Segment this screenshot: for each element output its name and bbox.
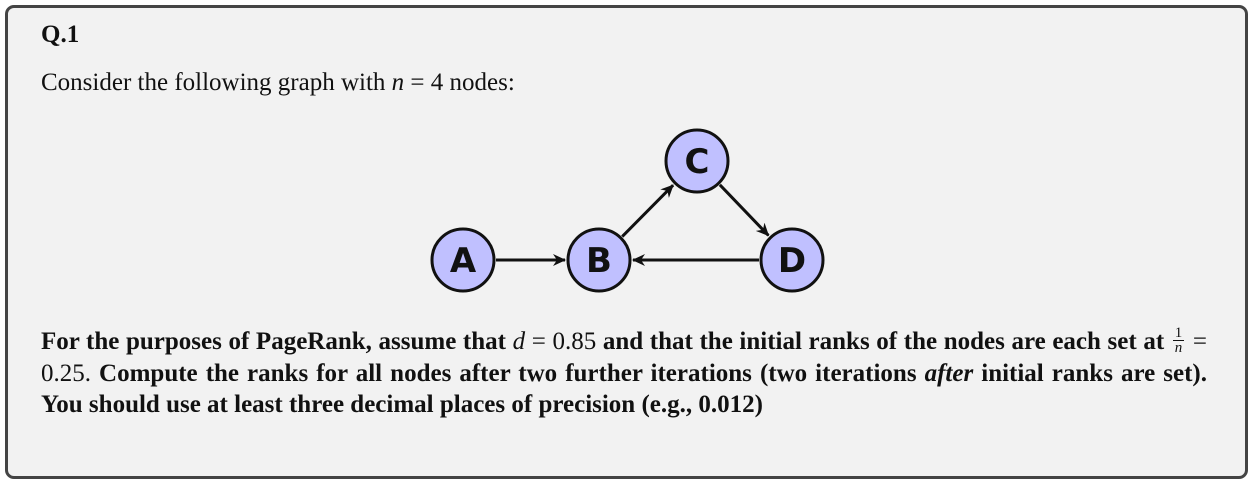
edge-b-to-c: [621, 184, 675, 238]
body-text-2: and that the initial ranks of the nodes …: [596, 328, 1171, 355]
question-title: Q.1: [41, 21, 80, 48]
question-box: [5, 5, 1248, 479]
node-label: A: [450, 241, 477, 281]
node-b: B: [566, 227, 632, 293]
graph-diagram: A B C D: [430, 128, 825, 293]
intro-text-after: nodes:: [443, 69, 515, 96]
fraction-denominator: n: [1174, 339, 1183, 356]
node-label: C: [685, 142, 710, 182]
question-body: For the purposes of PageRank, assume tha…: [41, 324, 1208, 421]
node-a: A: [430, 227, 496, 293]
body-text-1: For the purposes of PageRank, assume tha…: [41, 328, 513, 355]
node-circle: [430, 227, 496, 293]
body-var-d: d: [512, 328, 526, 355]
fraction-numerator: 1: [1172, 324, 1185, 341]
body-d-equation: = 0.85: [525, 328, 597, 355]
node-label: D: [778, 241, 806, 281]
intro-equation: = 4: [404, 69, 444, 96]
node-d: D: [759, 227, 825, 293]
node-circle: [664, 128, 730, 194]
node-label: B: [586, 241, 612, 281]
intro-text-before: Consider the following graph with: [41, 69, 392, 96]
intro-var-n: n: [391, 69, 405, 96]
body-text-4: initial ranks are set). You should use a…: [41, 359, 1207, 419]
question-intro: Consider the following graph with n = 4 …: [41, 66, 515, 100]
body-text-3: Compute the ranks for all nodes after tw…: [91, 359, 925, 387]
edge-c-to-d: [718, 183, 770, 237]
body-emphasis-after: after: [924, 359, 974, 387]
node-circle: [566, 227, 632, 293]
body-frac-equation: = 0.25.: [41, 328, 1208, 387]
node-circle: [759, 227, 825, 293]
node-c: C: [664, 128, 730, 194]
